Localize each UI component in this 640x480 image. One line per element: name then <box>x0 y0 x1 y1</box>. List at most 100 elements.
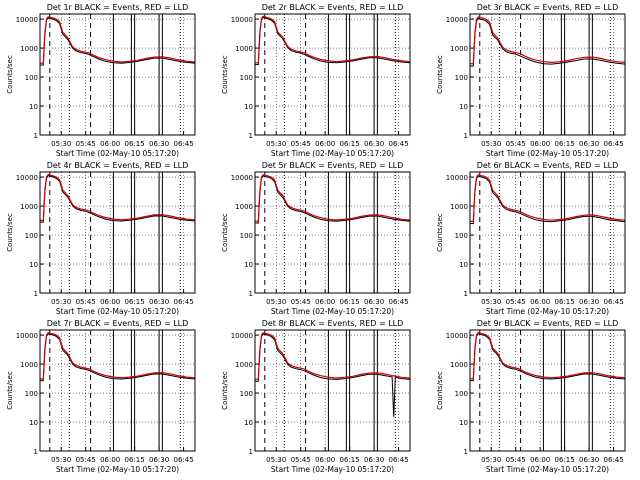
panel-title: Det 3r BLACK = Events, RED = LLD <box>477 3 619 12</box>
x-axis-label: Start Time (02-May-10 05:17:20) <box>486 465 609 474</box>
panel-title: Det 1r BLACK = Events, RED = LLD <box>47 3 189 12</box>
y-tick-label: 100 <box>25 74 38 82</box>
x-tick-label: 06:00 <box>315 298 335 306</box>
x-axis-label: Start Time (02-May-10 05:17:20) <box>271 307 394 316</box>
x-tick-label: 06:15 <box>340 456 360 464</box>
x-tick-label: 06:30 <box>579 456 599 464</box>
plot-frame <box>469 171 626 294</box>
series-events <box>255 16 411 66</box>
panel-title: Det 7r BLACK = Events, RED = LLD <box>47 319 189 328</box>
y-tick-label: 10000 <box>16 16 38 24</box>
y-tick-label: 1 <box>464 290 468 298</box>
series-events <box>40 17 196 66</box>
y-tick-label: 100 <box>25 232 38 240</box>
series-events <box>470 333 626 382</box>
series-lld <box>470 174 626 222</box>
panel-det-4r: Det 4r BLACK = Events, RED = LLD 1 10 100 10… <box>6 161 196 316</box>
x-tick-label: 06:45 <box>388 140 408 148</box>
y-tick-label: 10 <box>244 419 253 427</box>
plot-frame <box>254 13 411 136</box>
plot-frame <box>254 171 411 294</box>
y-axis-label: Counts/sec <box>436 213 444 252</box>
x-tick-label: 06:45 <box>173 140 193 148</box>
series-lld <box>470 331 626 380</box>
y-axis-label: Counts/sec <box>221 213 229 252</box>
panel-title: Det 4r BLACK = Events, RED = LLD <box>47 161 189 170</box>
x-tick-label: 06:30 <box>579 298 599 306</box>
plot-frame <box>469 329 626 452</box>
x-tick-label: 06:00 <box>530 298 550 306</box>
plot-frame <box>39 171 196 294</box>
y-tick-label: 1 <box>34 290 38 298</box>
x-tick-label: 05:45 <box>506 298 526 306</box>
panel-title: Det 9r BLACK = Events, RED = LLD <box>477 319 619 328</box>
panel-det-1r: Det 1r BLACK = Events, RED = LLD 1 10 100 10… <box>6 3 196 158</box>
x-tick-label: 06:45 <box>173 298 193 306</box>
x-tick-label: 06:30 <box>149 456 169 464</box>
series-events <box>40 333 196 382</box>
x-tick-label: 06:00 <box>100 456 120 464</box>
panel-det-2r: Det 2r BLACK = Events, RED = LLD 1 10 100 10… <box>221 3 411 158</box>
y-tick-label: 10000 <box>446 16 468 24</box>
x-tick-label: 06:30 <box>364 298 384 306</box>
y-tick-label: 10000 <box>16 174 38 182</box>
y-tick-label: 100 <box>455 232 468 240</box>
y-tick-label: 10 <box>29 103 38 111</box>
plot-frame <box>39 329 196 452</box>
x-tick-label: 05:30 <box>51 456 71 464</box>
x-tick-label: 06:30 <box>149 140 169 148</box>
x-tick-label: 05:45 <box>506 456 526 464</box>
y-tick-label: 1 <box>249 448 253 456</box>
x-tick-label: 06:15 <box>340 140 360 148</box>
x-tick-label: 05:30 <box>266 456 286 464</box>
x-tick-label: 06:15 <box>555 298 575 306</box>
y-tick-label: 10 <box>459 261 468 269</box>
x-tick-label: 06:45 <box>388 456 408 464</box>
y-axis-label: Counts/sec <box>6 371 14 410</box>
panel-det-9r: Det 9r BLACK = Events, RED = LLD 1 10 100 10… <box>436 319 626 474</box>
x-axis-label: Start Time (02-May-10 05:17:20) <box>271 149 394 158</box>
y-tick-label: 10000 <box>16 332 38 340</box>
series-lld <box>255 332 411 380</box>
y-tick-label: 100 <box>240 390 253 398</box>
x-tick-label: 06:30 <box>364 456 384 464</box>
panel-title: Det 6r BLACK = Events, RED = LLD <box>477 161 619 170</box>
x-tick-label: 06:30 <box>579 140 599 148</box>
x-tick-label: 06:00 <box>530 456 550 464</box>
x-tick-label: 06:15 <box>125 140 145 148</box>
y-tick-label: 10000 <box>446 174 468 182</box>
x-tick-label: 05:45 <box>291 456 311 464</box>
y-tick-label: 10000 <box>446 332 468 340</box>
x-tick-label: 05:45 <box>76 456 96 464</box>
x-axis-label: Start Time (02-May-10 05:17:20) <box>486 149 609 158</box>
panel-det-3r: Det 3r BLACK = Events, RED = LLD 1 10 100 10… <box>436 3 626 158</box>
series-lld <box>40 16 196 64</box>
x-axis-label: Start Time (02-May-10 05:17:20) <box>56 149 179 158</box>
y-tick-label: 10 <box>29 261 38 269</box>
y-tick-label: 10 <box>244 103 253 111</box>
series-events <box>470 17 626 67</box>
y-tick-label: 1000 <box>235 203 253 211</box>
x-tick-label: 05:30 <box>481 298 501 306</box>
x-tick-label: 06:45 <box>603 456 623 464</box>
x-tick-label: 05:45 <box>506 140 526 148</box>
y-tick-label: 10 <box>459 103 468 111</box>
y-tick-label: 100 <box>455 74 468 82</box>
plot-frame <box>469 13 626 136</box>
panel-det-7r: Det 7r BLACK = Events, RED = LLD 1 10 100 10… <box>6 319 196 474</box>
y-tick-label: 1 <box>34 132 38 140</box>
y-tick-label: 10000 <box>231 174 253 182</box>
series-events <box>470 175 626 224</box>
y-tick-label: 100 <box>240 74 253 82</box>
y-tick-label: 1000 <box>235 361 253 369</box>
y-tick-label: 1000 <box>20 45 38 53</box>
series-events <box>255 333 411 417</box>
y-tick-label: 1 <box>34 448 38 456</box>
y-axis-label: Counts/sec <box>436 55 444 94</box>
series-lld <box>470 16 626 65</box>
x-tick-label: 06:30 <box>149 298 169 306</box>
panel-det-6r: Det 6r BLACK = Events, RED = LLD 1 10 100 10… <box>436 161 626 316</box>
x-tick-label: 05:45 <box>291 140 311 148</box>
y-axis-label: Counts/sec <box>6 213 14 252</box>
y-tick-label: 10000 <box>231 332 253 340</box>
